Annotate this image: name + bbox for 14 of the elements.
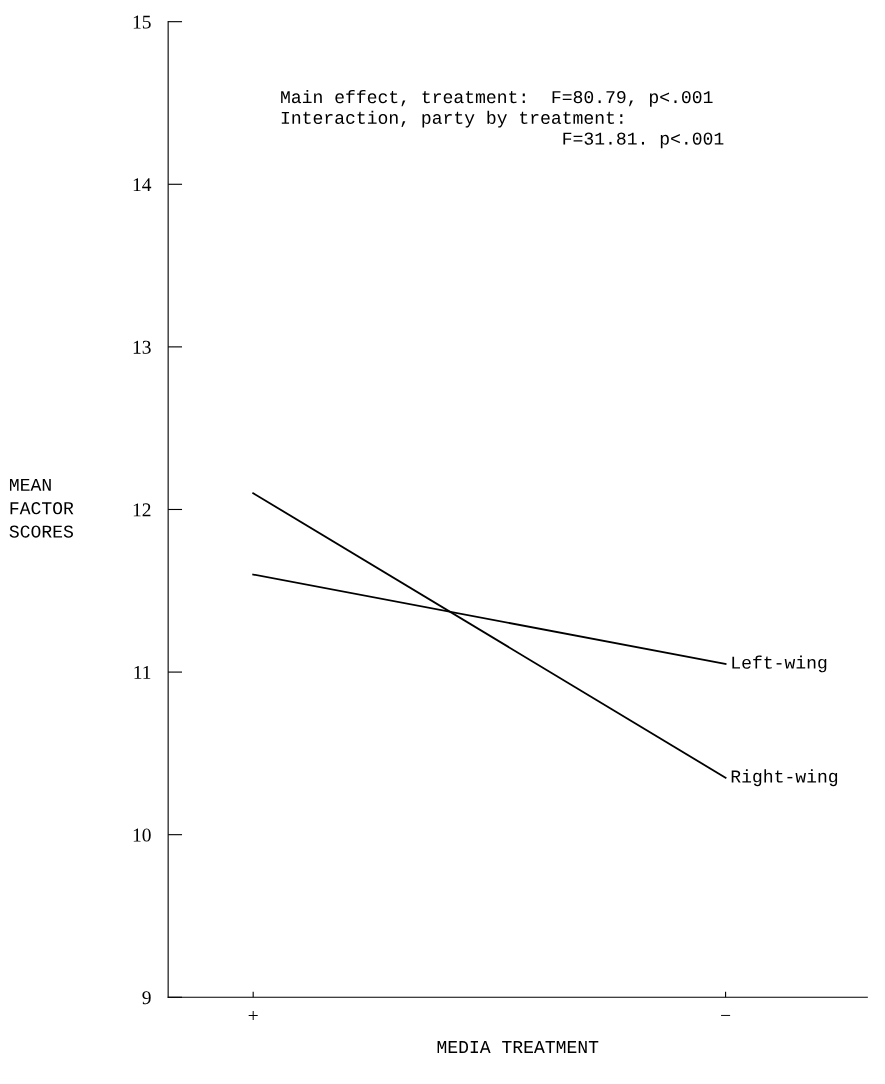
y-tick-label: 15 — [133, 15, 151, 29]
x-tick-label: − — [721, 1014, 731, 1016]
y-tick-label: 13 — [133, 340, 151, 354]
y-tick-label: 14 — [133, 178, 152, 192]
y-tick-label: 10 — [133, 828, 151, 842]
x-axis-title: MEDIA TREATMENT — [437, 1041, 599, 1053]
y-tick-label: 11 — [134, 665, 151, 679]
series-label: Right-wing — [731, 769, 838, 787]
annotation: Main effect, treatment: F=80.79, p<.001 Interaction, party by treatment: F=31.81. p<.001 — [281, 89, 724, 149]
x-tick-label: + — [248, 1010, 258, 1020]
series-label: Left-wing — [732, 655, 827, 673]
y-tick-label: 9 — [142, 991, 151, 1005]
y-axis-title: MEAN FACTOR SCORES — [9, 478, 74, 538]
y-tick-label: 12 — [133, 503, 151, 517]
